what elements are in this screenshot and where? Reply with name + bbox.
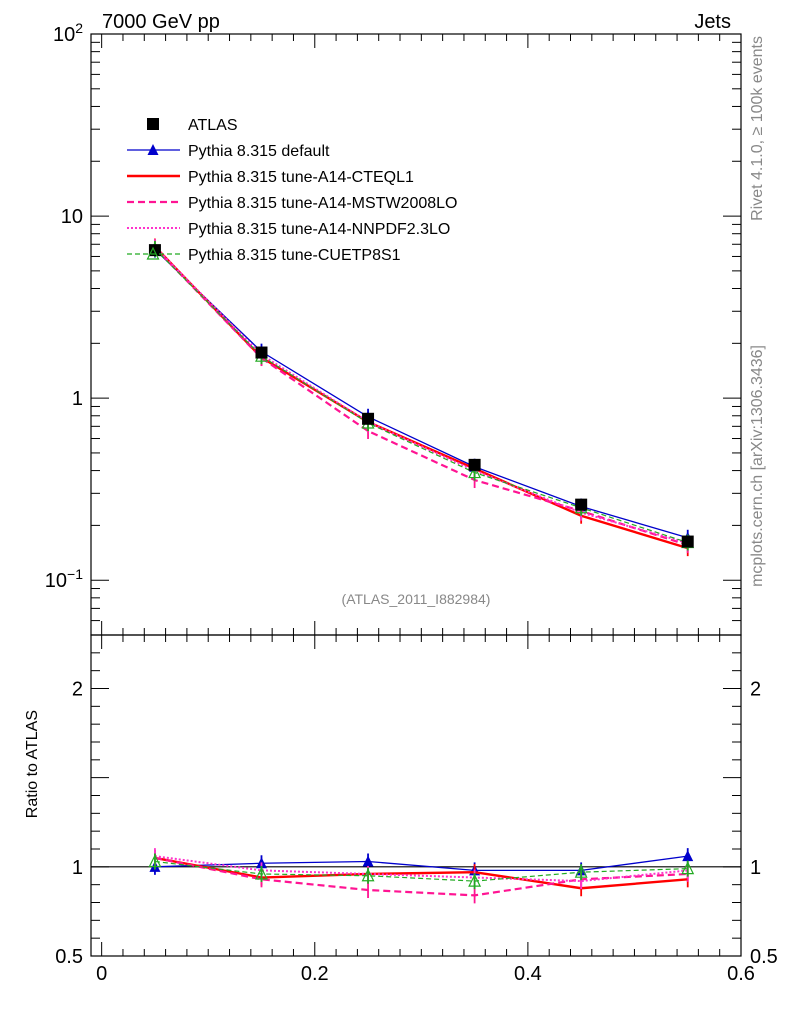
series-line-nnpdf-main [154, 246, 688, 544]
data-point-atlas [468, 458, 481, 471]
series-line-default-ratio [154, 855, 688, 872]
y-tick-label: 10−1 [45, 566, 83, 592]
data-series [148, 238, 695, 904]
x-tick-label: 0.4 [514, 963, 542, 985]
series-line-cuetp8s1-ratio [154, 860, 688, 882]
analysis-tag: (ATLAS_2011_I882984) [342, 591, 491, 607]
ratio-y-tick-label: 2 [72, 679, 83, 701]
data-point-atlas [148, 244, 161, 257]
ratio-y-tick-label: 1 [72, 857, 83, 879]
series-line-nnpdf-ratio [154, 855, 688, 883]
marker-cuetp8s1 [468, 465, 482, 479]
legend-label: Pythia 8.315 tune-A14-MSTW2008LO [188, 195, 457, 212]
ratio-y-tick-label-right: 0.5 [750, 946, 778, 968]
data-point-atlas [255, 346, 268, 359]
legend-marker-default [147, 144, 159, 155]
series-line-mstw-main [154, 246, 689, 547]
series-line-cuetp8s1-main [154, 248, 688, 544]
data-point-atlas [362, 412, 375, 425]
marker-default [682, 850, 694, 862]
marker-cuetp8s1 [361, 868, 375, 882]
ratio-y-tick-label-right: 2 [750, 679, 761, 701]
marker-cuetp8s1 [255, 866, 268, 880]
ratio-y-tick-label-right: 1 [750, 857, 761, 879]
ratio-ylabel: Ratio to ATLAS [24, 710, 41, 818]
marker-cuetp8s1 [681, 861, 695, 875]
legend-marker-atlas [147, 118, 159, 130]
series-line-cteql1-main [154, 245, 689, 550]
marker-cuetp8s1 [148, 854, 162, 868]
legend: ATLAS Pythia 8.315 default Pythia 8.315 tu… [127, 117, 457, 264]
legend-label: Pythia 8.315 tune-CUETP8S1 [188, 247, 401, 264]
legend-label: Pythia 8.315 tune-A14-CTEQL1 [188, 169, 414, 186]
legend-label: ATLAS [188, 117, 238, 134]
y-tick-label: 1 [72, 388, 83, 410]
marker-cuetp8s1 [468, 873, 482, 887]
x-tick-label: 0.2 [301, 963, 329, 985]
series-line-default-main [154, 249, 688, 539]
ratio-plot-frame [90, 634, 742, 957]
legend-label: Pythia 8.315 default [188, 143, 330, 160]
ratio-y-tick-label: 0.5 [55, 946, 83, 968]
marker-cuetp8s1 [574, 864, 588, 878]
y-tick-label: 10 [61, 206, 83, 228]
x-tick-label: 0.6 [727, 963, 755, 985]
series-line-mstw-ratio [154, 856, 688, 897]
legend-marker-cuetp8s1 [146, 246, 160, 260]
data-point-atlas [681, 535, 694, 548]
series-line-cteql1-ratio [154, 856, 688, 890]
data-point-atlas [575, 498, 588, 511]
marker-default [362, 855, 374, 867]
x-tick-label: 0 [96, 963, 107, 985]
header-right: Jets [694, 11, 731, 33]
mcplots-label: mcplots.cern.ch [arXiv:1306.3436] [749, 345, 766, 587]
legend-label: Pythia 8.315 tune-A14-NNPDF2.3LO [188, 221, 450, 238]
rivet-label: Rivet 4.1.0, ≥ 100k events [749, 36, 766, 221]
axes: 0 0.2 0.4 0.6 10−1 1 10 102 0.5 0.5 1 1 2 2 [45, 20, 778, 985]
y-tick-label: 102 [53, 20, 83, 46]
header-left: 7000 GeV pp [102, 11, 220, 33]
